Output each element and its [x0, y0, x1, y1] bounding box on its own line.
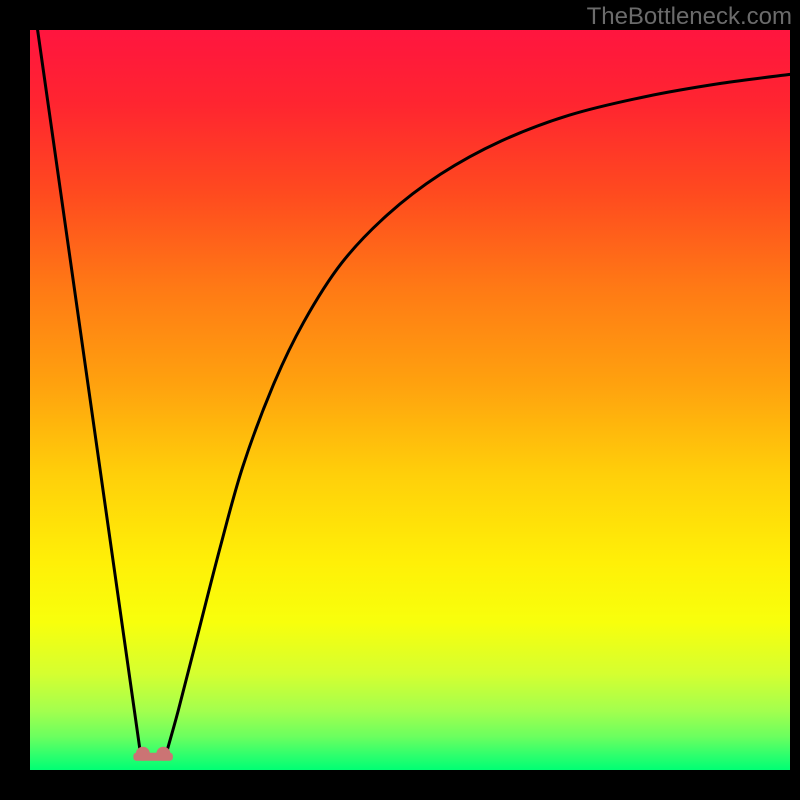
chart-container: TheBottleneck.com — [0, 0, 800, 800]
bottleneck-curve-plot — [0, 0, 800, 800]
watermark-label: TheBottleneck.com — [587, 3, 792, 31]
trough-marker-base — [133, 753, 173, 761]
plot-gradient-background — [30, 30, 790, 770]
